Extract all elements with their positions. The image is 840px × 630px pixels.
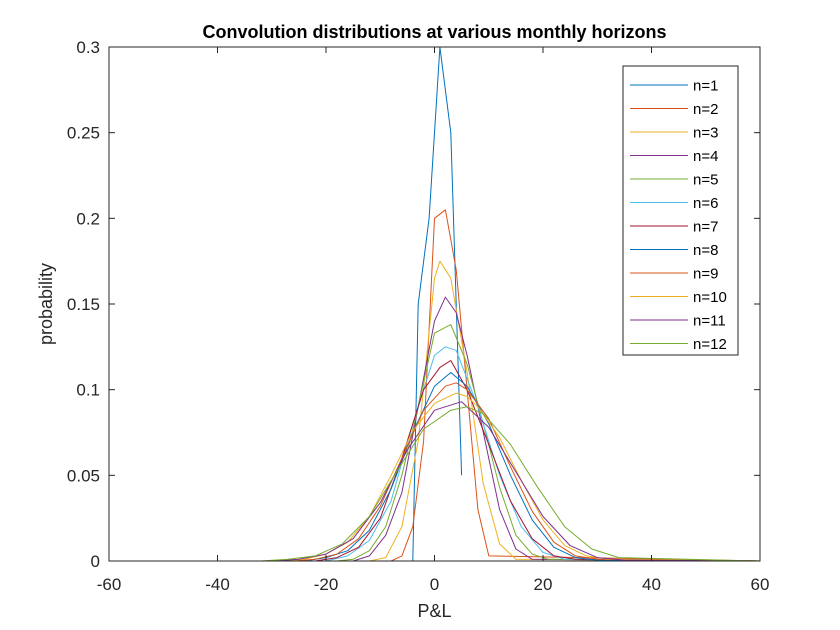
x-tick-label: 40 — [642, 575, 661, 594]
y-axis-label: probability — [36, 263, 56, 345]
x-tick-label: 20 — [534, 575, 553, 594]
legend-box — [622, 65, 739, 356]
x-tick-label: -40 — [205, 575, 230, 594]
legend-label: n=5 — [693, 172, 718, 189]
y-ticks: 0 0.05 0.1 0.15 0.2 0.25 0.3 — [67, 38, 760, 571]
legend-label: n=7 — [693, 219, 718, 236]
x-tick-label: -60 — [97, 575, 122, 594]
y-tick-label: 0.2 — [76, 209, 100, 228]
legend-items: n=1 n=2 n=3 n=4 n=5 n=6 n=7 n=8 n=9 n=10 n=11 n=12 — [630, 78, 727, 353]
series-line-n2 — [109, 209, 761, 562]
x-tick-label: 0 — [430, 575, 439, 594]
series-line-n4 — [109, 296, 761, 562]
legend-label: n=8 — [693, 242, 718, 259]
x-tick-label: 60 — [751, 575, 770, 594]
series-line-n5 — [109, 324, 761, 562]
series-line-n6 — [109, 346, 761, 562]
legend-label: n=9 — [693, 266, 718, 283]
y-tick-label: 0.25 — [67, 124, 100, 143]
series-line-n3 — [109, 260, 761, 562]
legend: n=1 n=2 n=3 n=4 n=5 n=6 n=7 n=8 n=9 n=10 n=11 n=12 — [622, 65, 739, 356]
series-line-n8 — [109, 372, 761, 562]
series-line-n12 — [109, 406, 761, 562]
x-ticks: -60 -40 -20 0 20 40 60 — [97, 47, 770, 594]
legend-label: n=4 — [693, 148, 718, 165]
legend-label: n=6 — [693, 195, 718, 212]
x-axis-label: P&L — [417, 601, 451, 621]
x-tick-label: -20 — [314, 575, 339, 594]
legend-label: n=1 — [693, 78, 718, 95]
series-layer — [109, 46, 761, 562]
series-line-n7 — [109, 360, 761, 562]
legend-label: n=11 — [693, 313, 726, 330]
legend-label: n=2 — [693, 101, 718, 118]
series-line-n9 — [109, 382, 761, 562]
y-tick-label: 0.3 — [76, 38, 100, 57]
legend-label: n=12 — [693, 336, 727, 353]
y-tick-label: 0.1 — [76, 381, 100, 400]
legend-label: n=3 — [693, 125, 718, 142]
y-tick-label: 0 — [91, 552, 100, 571]
y-tick-label: 0.15 — [67, 295, 100, 314]
y-tick-label: 0.05 — [67, 466, 100, 485]
legend-label: n=10 — [693, 289, 727, 306]
chart-title: Convolution distributions at various mon… — [202, 22, 666, 42]
